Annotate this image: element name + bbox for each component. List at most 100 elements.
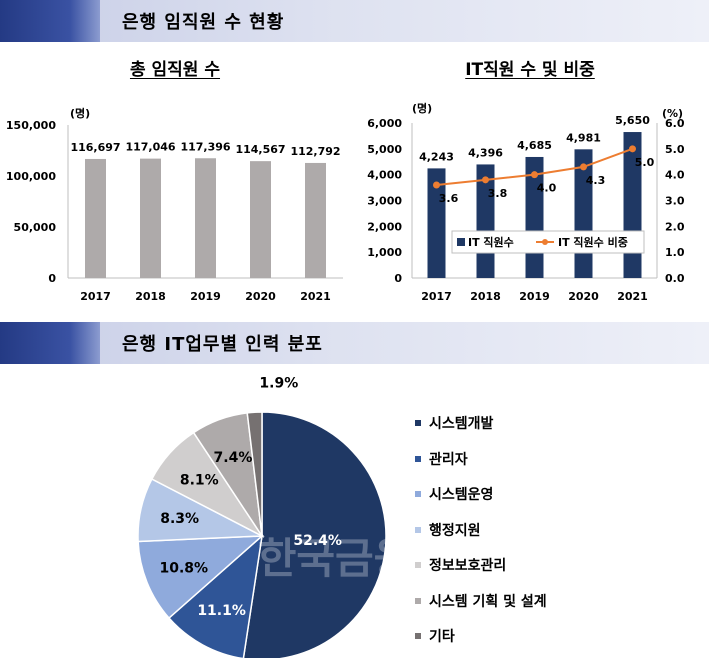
x-tick-label: 2020 [245, 290, 276, 303]
y-left-tick-label: 0 [394, 272, 402, 285]
bar-data-label: 4,243 [419, 150, 454, 163]
pie-data-label: 11.1% [197, 603, 246, 619]
y-left-unit-label: (명) [412, 101, 432, 115]
x-tick-label: 2017 [80, 290, 111, 303]
y-tick-label: 0 [48, 272, 56, 285]
it-employees-chart-title: IT직원 수 및 비중 [465, 60, 595, 80]
section-accent [0, 0, 100, 42]
bar [250, 161, 271, 278]
pie-slice [137, 535, 265, 620]
y-right-tick-label: 5.0 [665, 143, 685, 156]
y-left-tick-label: 1,000 [367, 246, 402, 259]
y-right-tick-label: 1.0 [665, 246, 685, 259]
pie-data-label: 1.9% [259, 376, 298, 392]
y-tick-label: 150,000 [6, 119, 56, 132]
line-data-label: 4.0 [537, 182, 557, 195]
legend-label-bar: IT 직원수 [468, 235, 514, 249]
share-point [482, 176, 489, 184]
total-employees-chart-title: 총 임직원 수 [129, 60, 221, 80]
section-header-employees: 은행 임직원 수 현황 [0, 0, 709, 42]
line-data-label: 3.6 [439, 192, 459, 205]
line-data-label: 3.8 [488, 187, 508, 200]
legend-swatch [415, 420, 421, 426]
bar-data-label: 4,981 [566, 131, 601, 144]
pie-legend-item: 시스템개발 [415, 412, 493, 434]
legend-label-line: IT 직원수 비중 [558, 235, 628, 249]
bar [195, 158, 216, 278]
share-point [433, 181, 440, 189]
pie-data-label: 7.4% [214, 450, 253, 466]
pie-legend-item: 행정지원 [415, 519, 481, 541]
section-title: 은행 임직원 수 현황 [122, 12, 285, 33]
bar-data-label: 5,650 [615, 114, 650, 127]
share-point [629, 145, 636, 153]
legend-label: 관리자 [429, 451, 468, 468]
it-employees-combo-chart: 0 1,000 2,000 3,000 4,000 5,000 6,000 0.0 1.0 2.0… [367, 101, 685, 303]
y-left-tick-label: 6,000 [367, 117, 402, 130]
y-right-tick-label: 6.0 [665, 117, 685, 130]
section-accent [0, 322, 100, 364]
pie-slice [242, 411, 387, 658]
bar [305, 162, 326, 278]
bar [140, 158, 161, 278]
line-data-label: 5.0 [635, 156, 655, 169]
bar-data-label: 4,396 [468, 146, 503, 159]
legend-swatch [415, 562, 421, 568]
legend-label: 정보보호관리 [429, 558, 507, 574]
y-right-tick-label: 4.0 [665, 169, 685, 182]
section-title: 은행 IT업무별 인력 분포 [122, 334, 323, 355]
y-unit-label: (명) [70, 106, 90, 120]
pie-slice [246, 411, 263, 537]
pie-data-label: 52.4% [293, 533, 342, 549]
line-data-label: 4.3 [586, 174, 606, 187]
legend-label: 행정지원 [429, 522, 481, 539]
legend-swatch-bar [457, 238, 465, 246]
x-tick-label: 2020 [568, 290, 599, 303]
legend-swatch [415, 526, 421, 533]
y-tick-label: 50,000 [14, 221, 57, 234]
y-left-tick-label: 4,000 [367, 169, 402, 182]
legend-label: 시스템 기획 및 설계 [429, 593, 547, 610]
it-staff-bar [427, 168, 446, 278]
y-right-unit-label: (%) [662, 107, 683, 120]
x-tick-label: 2019 [519, 290, 550, 303]
pie-legend-item: 시스템 기획 및 설계 [415, 590, 547, 612]
pie-data-label: 10.8% [160, 561, 209, 577]
data-label: 116,697 [70, 141, 120, 154]
y-left-tick-label: 5,000 [367, 143, 402, 156]
pie-legend-item: 정보보호관리 [415, 554, 506, 576]
x-tick-label: 2017 [421, 290, 452, 303]
pie-slice [167, 534, 264, 658]
legend-label: 시스템운영 [429, 487, 494, 503]
y-left-tick-label: 2,000 [367, 220, 402, 233]
x-tick-label: 2021 [617, 290, 648, 303]
legend-swatch-marker [542, 239, 548, 245]
y-right-tick-label: 0.0 [665, 272, 685, 285]
data-label: 117,046 [125, 141, 175, 154]
it-distribution-pie-chart: 52.4% 11.1% 10.8% 8.3% 8.1% 7.4% 1.9% 한국금융 [137, 376, 400, 658]
pie-legend-item: 시스템운영 [415, 483, 493, 505]
y-left-tick-label: 3,000 [367, 195, 402, 208]
total-employees-bar-chart: 0 50,000 100,000 150,000 (명) 116,697 2017 117,0… [6, 106, 343, 303]
bar-data-label: 4,685 [517, 139, 552, 152]
legend-label: 시스템개발 [429, 416, 494, 432]
share-point [580, 163, 587, 171]
pie-data-label: 8.3% [160, 511, 199, 527]
legend-swatch [415, 597, 421, 604]
legend-label: 기타 [429, 629, 455, 645]
watermark: 한국금융 [258, 534, 400, 583]
it-staff-bar [623, 132, 642, 278]
y-right-tick-label: 3.0 [665, 195, 685, 208]
x-tick-label: 2018 [470, 290, 501, 303]
bar [85, 158, 106, 278]
pie-legend-item: 관리자 [415, 448, 468, 470]
data-label: 117,396 [180, 140, 230, 153]
legend-swatch [415, 455, 421, 462]
data-label: 112,792 [290, 145, 340, 158]
y-right-tick-label: 2.0 [665, 220, 685, 233]
y-tick-label: 100,000 [6, 170, 56, 183]
x-tick-label: 2019 [190, 290, 221, 303]
pie-data-label: 8.1% [180, 473, 219, 489]
section-header-it-distribution: 은행 IT업무별 인력 분포 [0, 322, 709, 364]
share-point [531, 171, 538, 179]
